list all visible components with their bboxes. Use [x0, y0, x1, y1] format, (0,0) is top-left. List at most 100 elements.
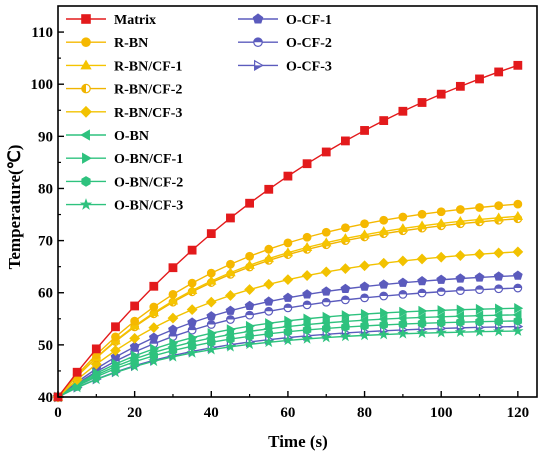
data-point	[474, 214, 485, 224]
series-r-bn	[53, 199, 523, 402]
data-point	[167, 312, 179, 324]
data-point	[301, 241, 313, 252]
data-point	[512, 309, 522, 321]
data-point	[129, 341, 140, 351]
y-tick-label: 80	[38, 181, 53, 197]
plot-frame	[57, 5, 538, 398]
data-point	[244, 284, 256, 295]
data-point	[397, 313, 407, 324]
data-point	[454, 310, 464, 322]
data-point	[320, 331, 332, 343]
data-point	[72, 367, 82, 377]
data-point	[493, 247, 505, 259]
data-point	[493, 212, 504, 222]
data-point	[397, 327, 409, 339]
legend-marker	[253, 37, 263, 47]
legend-label: Matrix	[114, 13, 156, 28]
data-point	[513, 199, 523, 209]
legend-marker	[80, 105, 92, 118]
data-point	[341, 295, 350, 305]
data-point	[130, 301, 140, 311]
data-point	[244, 300, 255, 311]
legend-label: O-CF-2	[286, 36, 332, 51]
data-point	[284, 315, 294, 327]
data-point	[379, 116, 389, 125]
legend-marker	[81, 14, 91, 24]
data-point	[398, 277, 408, 287]
data-point	[320, 266, 332, 278]
legend-marker	[79, 198, 93, 210]
data-point	[378, 257, 390, 269]
data-point	[187, 325, 197, 335]
data-point	[263, 336, 275, 348]
data-point	[321, 237, 332, 247]
data-point	[205, 343, 217, 355]
data-point	[205, 296, 217, 308]
data-point	[339, 330, 352, 342]
legend-marker	[80, 129, 90, 141]
data-point	[168, 324, 178, 334]
data-point	[90, 369, 100, 381]
data-point	[320, 317, 330, 329]
data-point	[455, 286, 465, 295]
data-point	[436, 89, 446, 99]
data-point	[512, 246, 524, 258]
data-point	[129, 353, 139, 365]
data-point	[282, 274, 294, 286]
series-o-cf-2	[53, 283, 523, 402]
x-tick-label: 120	[507, 405, 530, 421]
data-point	[436, 287, 446, 297]
legend-entry: O-BN/CF-3	[66, 198, 183, 214]
legend-label: R-BN/CF-2	[114, 83, 182, 98]
data-point	[359, 281, 370, 291]
data-point	[455, 81, 465, 91]
x-axis-label: Time (s)	[268, 432, 328, 451]
data-point	[282, 247, 294, 257]
data-point	[360, 308, 370, 320]
data-point	[475, 74, 484, 84]
data-point	[378, 313, 388, 325]
data-point	[225, 329, 235, 340]
data-point	[495, 303, 505, 314]
data-point	[168, 289, 178, 299]
data-point	[225, 305, 236, 315]
data-point	[339, 263, 351, 275]
data-point	[378, 226, 389, 236]
data-point	[110, 361, 120, 372]
legend-entry: R-BN/CF-2	[66, 83, 182, 98]
y-axis-label: Temperature(℃)	[5, 145, 24, 270]
series-matrix	[53, 60, 523, 402]
legend-marker	[82, 152, 92, 164]
data-point	[340, 316, 350, 327]
data-point	[513, 60, 523, 70]
data-point	[359, 260, 370, 272]
legend-label: O-BN/CF-3	[114, 199, 183, 214]
data-point	[321, 227, 331, 237]
data-point	[455, 273, 466, 283]
data-point	[474, 248, 485, 260]
data-point	[186, 304, 198, 316]
data-point	[263, 278, 275, 290]
legend-entry: O-BN/CF-2	[66, 175, 183, 190]
data-point	[303, 313, 313, 324]
data-point	[263, 323, 273, 334]
data-point	[187, 317, 197, 327]
legend-label: O-CF-1	[286, 13, 332, 28]
legend-label: R-BN	[114, 36, 148, 51]
data-point	[263, 253, 274, 263]
data-point	[206, 229, 216, 239]
data-point	[359, 229, 370, 239]
legend-marker	[81, 37, 91, 47]
x-tick-label: 80	[357, 405, 372, 421]
legend-entry: O-BN/CF-1	[66, 152, 183, 167]
legend-marker	[252, 13, 264, 24]
x-tick-label: 40	[204, 405, 219, 421]
data-point	[512, 325, 524, 336]
legend-marker	[80, 59, 92, 70]
data-point	[91, 344, 101, 354]
legend-marker	[81, 176, 91, 187]
legend-label: R-BN/CF-1	[114, 59, 182, 74]
data-point	[493, 271, 504, 281]
legend-entry: O-CF-1	[238, 13, 332, 28]
